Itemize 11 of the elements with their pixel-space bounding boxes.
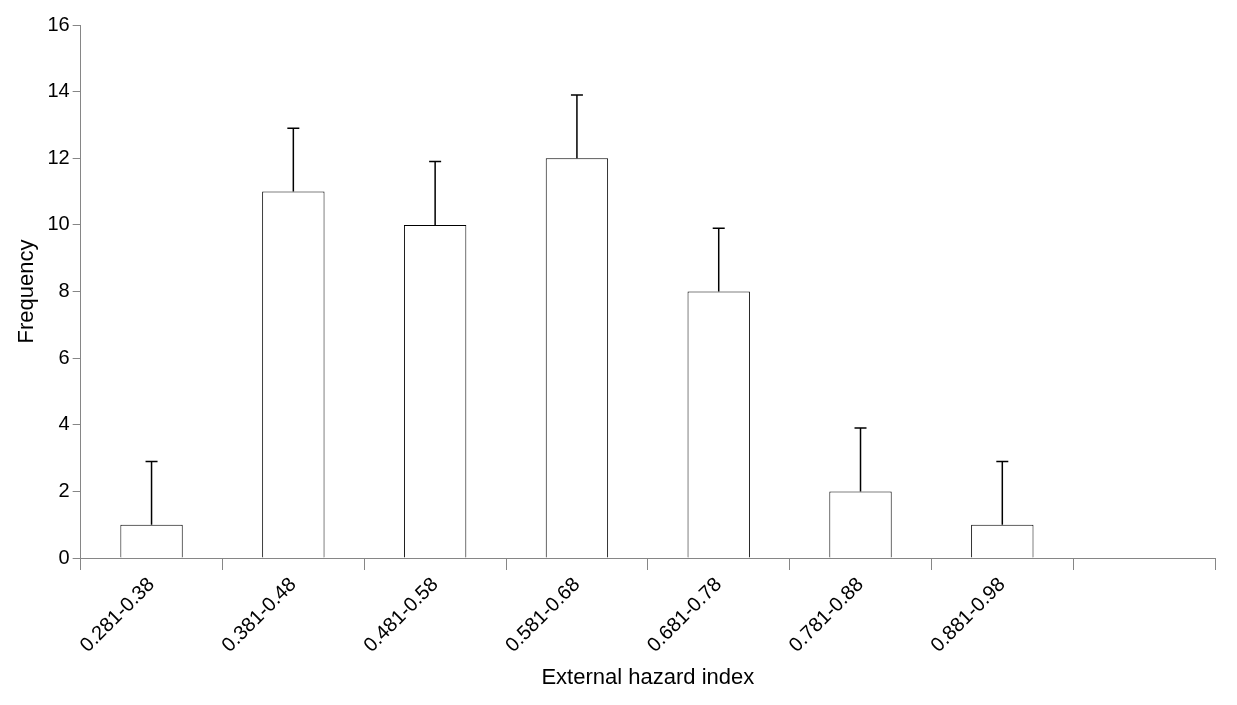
y-tick-label: 8 bbox=[58, 279, 70, 302]
y-axis-title: Frequency bbox=[13, 239, 39, 344]
y-tick-label: 14 bbox=[47, 79, 70, 102]
y-tick-label: 0 bbox=[58, 545, 70, 568]
y-tick-label: 6 bbox=[58, 345, 70, 368]
y-tick-label: 16 bbox=[47, 12, 70, 35]
x-axis-title: External hazard index bbox=[541, 663, 755, 689]
y-tick-label: 12 bbox=[47, 145, 70, 168]
y-tick-label: 2 bbox=[58, 478, 70, 501]
y-tick-label: 4 bbox=[58, 412, 70, 435]
y-tick-label: 10 bbox=[47, 212, 70, 235]
